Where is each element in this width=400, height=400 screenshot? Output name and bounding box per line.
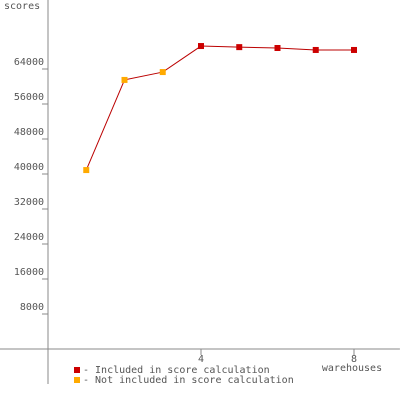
point-marker <box>274 45 281 51</box>
point-marker <box>83 167 90 174</box>
y-tick-label: 48000 <box>14 127 44 138</box>
point-marker <box>351 46 357 53</box>
y-tick-label: 16000 <box>14 267 44 278</box>
score-line <box>85 45 354 171</box>
x-tick-label: 8 <box>351 354 357 365</box>
y-tick-label: 24000 <box>14 232 44 243</box>
y-tick-label: 8000 <box>20 302 44 313</box>
legend-label: - Included in score calculation <box>83 365 270 376</box>
y-tick-label: 64000 <box>14 57 44 68</box>
legend-label: - Not included in score calculation <box>83 375 294 386</box>
y-tick-label: 40000 <box>14 162 44 173</box>
x-axis-label: warehouses <box>322 363 382 374</box>
point-marker <box>159 69 166 76</box>
x-tick-label: 4 <box>198 354 204 365</box>
point-marker <box>121 76 128 83</box>
y-tick-label: 32000 <box>14 197 44 208</box>
point-marker <box>236 44 243 51</box>
legend-swatch <box>74 367 80 373</box>
legend-swatch <box>74 377 80 383</box>
point-marker <box>198 43 204 50</box>
point-marker <box>312 46 319 53</box>
y-tick-label: 56000 <box>14 92 44 103</box>
y-axis-label: scores <box>4 1 40 12</box>
